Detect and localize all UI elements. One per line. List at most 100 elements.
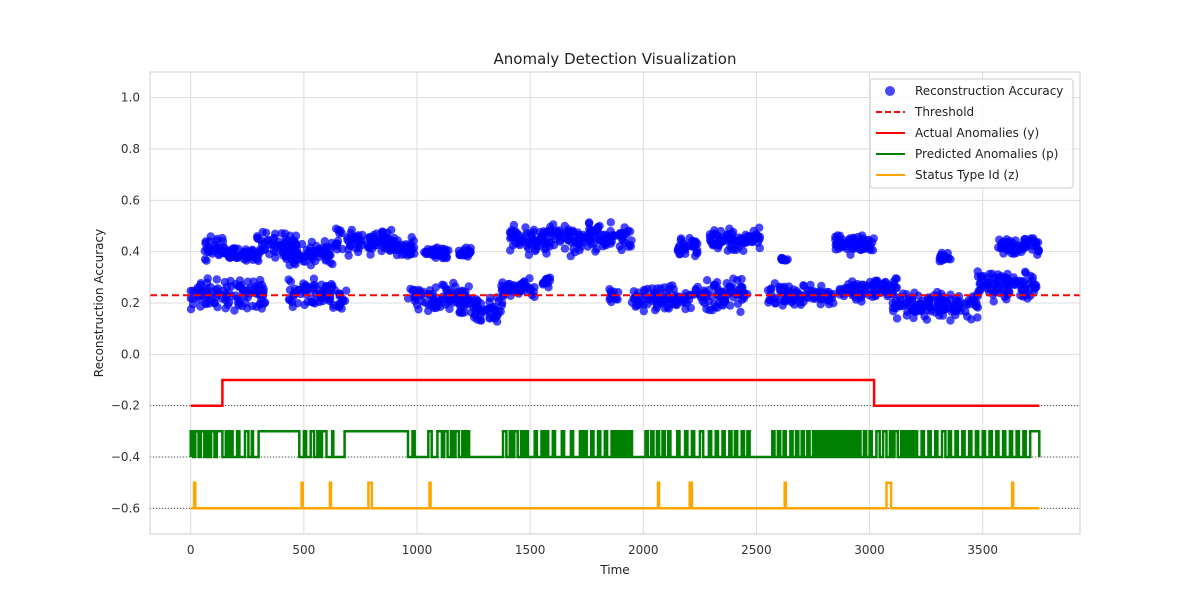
accuracy-point: [833, 231, 842, 240]
accuracy-point: [331, 224, 341, 233]
accuracy-point: [684, 295, 694, 304]
accuracy-point: [584, 218, 594, 227]
accuracy-point: [520, 286, 529, 295]
accuracy-point: [321, 256, 330, 265]
accuracy-point: [733, 299, 743, 308]
accuracy-point: [946, 303, 955, 312]
accuracy-point: [579, 230, 588, 240]
accuracy-point: [783, 255, 792, 264]
legend-label: Actual Anomalies (y): [915, 126, 1039, 140]
accuracy-point: [439, 253, 449, 262]
y-tick-label: −0.4: [111, 450, 140, 464]
accuracy-point: [725, 282, 734, 291]
accuracy-point: [406, 284, 415, 294]
accuracy-point: [620, 223, 629, 232]
accuracy-point: [722, 234, 732, 243]
accuracy-point: [1033, 250, 1042, 259]
accuracy-point: [264, 236, 273, 245]
accuracy-point: [521, 223, 530, 232]
accuracy-point: [737, 274, 746, 284]
accuracy-point: [651, 305, 660, 315]
accuracy-point: [525, 274, 534, 283]
accuracy-point: [818, 294, 827, 303]
accuracy-point: [293, 299, 302, 308]
status-type-line: [190, 481, 1040, 510]
accuracy-point: [387, 225, 396, 235]
accuracy-point: [293, 248, 302, 258]
accuracy-point: [511, 239, 520, 248]
accuracy-point: [297, 239, 307, 249]
accuracy-point: [898, 289, 908, 298]
accuracy-point: [857, 245, 866, 255]
accuracy-point: [289, 258, 299, 268]
accuracy-point: [400, 249, 409, 259]
accuracy-point: [693, 239, 702, 248]
accuracy-point: [595, 221, 604, 231]
accuracy-point: [606, 218, 615, 227]
accuracy-point: [647, 284, 657, 293]
accuracy-point: [713, 303, 722, 312]
accuracy-point: [702, 289, 712, 298]
accuracy-point: [531, 245, 541, 254]
x-tick-label: 2000: [628, 543, 659, 557]
predicted-anomalies-line: [189, 430, 1041, 459]
accuracy-point: [212, 236, 221, 246]
accuracy-point: [994, 243, 1003, 252]
accuracy-point: [220, 277, 230, 287]
accuracy-point: [892, 303, 901, 313]
y-tick-label: 0.0: [121, 347, 140, 361]
accuracy-point: [849, 240, 858, 249]
accuracy-point: [982, 273, 992, 283]
accuracy-point: [424, 306, 433, 316]
accuracy-point: [1031, 284, 1040, 293]
accuracy-point: [925, 303, 934, 312]
accuracy-point: [734, 242, 744, 252]
accuracy-point: [586, 228, 596, 238]
accuracy-point: [387, 245, 397, 254]
accuracy-point: [693, 245, 702, 255]
x-tick-label: 3500: [967, 543, 998, 557]
legend: Reconstruction Accuracy Threshold Actual A…: [869, 78, 1074, 189]
accuracy-point: [230, 244, 240, 253]
accuracy-point: [345, 241, 355, 250]
legend-label: Status Type Id (z): [915, 168, 1019, 182]
accuracy-point: [213, 287, 222, 297]
accuracy-point: [1022, 289, 1031, 299]
accuracy-point: [1016, 276, 1025, 286]
accuracy-point: [507, 229, 516, 238]
accuracy-point: [219, 286, 228, 295]
accuracy-point: [476, 316, 486, 325]
accuracy-point: [461, 299, 470, 308]
accuracy-point: [319, 291, 329, 300]
accuracy-point: [892, 283, 901, 293]
accuracy-point: [852, 295, 861, 304]
accuracy-point: [694, 289, 703, 298]
accuracy-point: [271, 253, 280, 262]
accuracy-point: [304, 283, 314, 292]
accuracy-point: [283, 241, 292, 250]
accuracy-point: [917, 306, 926, 315]
accuracy-point: [344, 251, 353, 260]
accuracy-point: [378, 227, 387, 236]
accuracy-point: [676, 249, 685, 259]
accuracy-point: [524, 244, 533, 253]
accuracy-point: [892, 314, 902, 323]
accuracy-point: [472, 300, 481, 309]
accuracy-point: [328, 259, 337, 269]
accuracy-point: [524, 237, 534, 247]
accuracy-point: [327, 286, 336, 296]
accuracy-point: [935, 303, 944, 312]
accuracy-point: [973, 313, 982, 322]
accuracy-point: [973, 303, 982, 312]
accuracy-point: [766, 284, 776, 293]
accuracy-point: [477, 308, 486, 317]
y-tick-label: 0.8: [121, 142, 140, 156]
accuracy-point: [544, 283, 553, 292]
accuracy-point: [1020, 267, 1030, 276]
accuracy-point: [1003, 274, 1012, 283]
accuracy-point: [421, 298, 430, 307]
accuracy-point: [868, 246, 878, 255]
accuracy-point: [340, 296, 350, 306]
accuracy-point: [569, 233, 579, 242]
accuracy-point: [669, 285, 678, 294]
